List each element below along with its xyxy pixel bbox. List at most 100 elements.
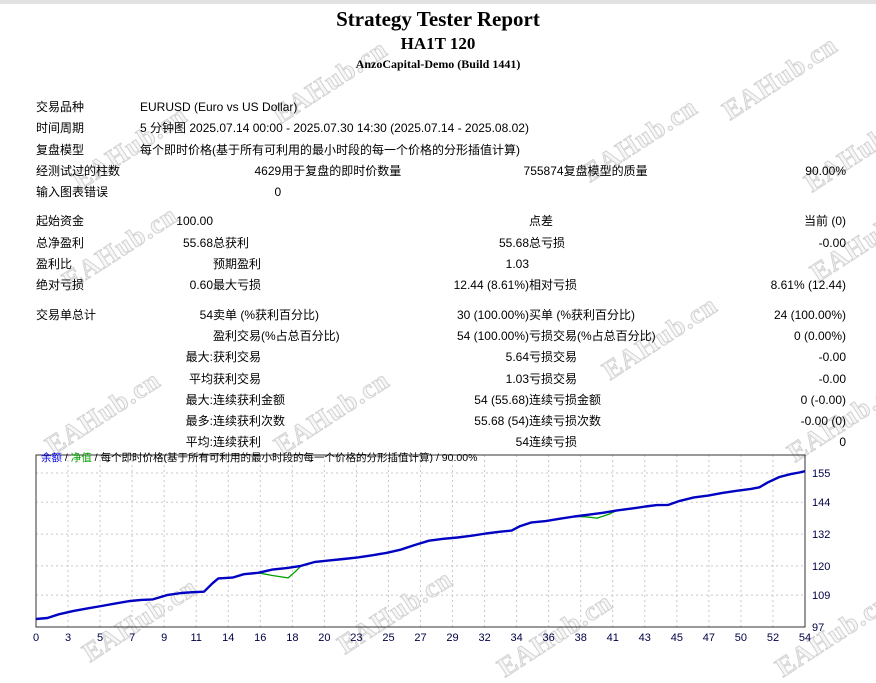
legend-separator-1: / (62, 452, 71, 464)
x-axis-tick-label: 14 (222, 632, 234, 644)
report-header: Strategy Tester Report HA1T 120 AnzoCapi… (0, 6, 876, 72)
report-cell-value: 最大: (185, 350, 213, 365)
x-axis-tick-label: 41 (607, 632, 619, 644)
report-cell-label (281, 182, 422, 203)
report-cell-label: 亏损交易 (529, 371, 578, 386)
report-cell-value: 1.03 (505, 257, 529, 272)
report-cell-label: 总获利 (213, 235, 250, 250)
x-axis-tick-label: 38 (575, 632, 587, 644)
report-cell-value: 0.60 (189, 278, 213, 293)
report-cell-value (422, 182, 563, 203)
report-cell-label: 复盘模型 (36, 142, 85, 157)
report-cell-label: 点差 (529, 214, 554, 229)
report-row: 最大: 获利交易 5.64 亏损交易 -0.00 (36, 347, 846, 368)
report-cell-value: 54 (515, 435, 529, 450)
x-axis-tick-label: 7 (129, 632, 135, 644)
report-cell-value: EURUSD (Euro vs US Dollar) (140, 100, 298, 114)
y-axis-tick-label: 155 (812, 468, 830, 480)
report-cell-value: 当前 (0) (803, 214, 846, 229)
x-axis-tick-label: 54 (799, 632, 811, 644)
report-cell-label: 交易品种 (36, 100, 85, 114)
y-axis-tick-label: 109 (812, 590, 830, 602)
report-row: 平均: 连续获利 54 连续亏损 0 (36, 432, 846, 453)
report-cell-value: 55.68 (54) (474, 414, 529, 429)
report-cell-label (529, 254, 699, 275)
report-cell-value: 最多: (185, 414, 213, 429)
report-cell-value: 54 (55.68) (474, 392, 529, 407)
window-top-edge (0, 0, 876, 4)
report-row: 起始资金 100.00 点差 当前 (0) (36, 211, 846, 232)
legend-separator-3: / (433, 452, 442, 464)
legend-quality-label: 90.00% (441, 452, 478, 464)
report-cell-label: 时间周期 (36, 121, 85, 136)
report-cell-label (36, 390, 140, 411)
report-cell-label: 亏损交易(%占总百分比) (529, 328, 656, 343)
report-cell-label: 买单 (%获利百分比) (529, 307, 635, 322)
report-cell-label: 获利交易 (213, 371, 262, 386)
y-axis-tick-label: 120 (812, 561, 830, 573)
x-axis-tick-label: 0 (33, 632, 39, 644)
report-cell-label: 获利交易 (213, 350, 262, 365)
report-section-2: 起始资金 100.00 点差 当前 (0) 总净盈利 55.68 总获利 55.68 总亏损 -0… (36, 211, 846, 296)
report-cell-label: 连续获利 (213, 435, 262, 450)
x-axis-tick-label: 11 (190, 632, 201, 644)
y-axis-tick-label: 144 (812, 497, 830, 509)
chart-border (35, 454, 806, 628)
x-axis-tick-label: 3 (65, 632, 71, 644)
report-table: 交易品种 EURUSD (Euro vs US Dollar) 时间周期 5 分钟图 … (36, 97, 848, 462)
report-cell-label (36, 326, 140, 347)
report-cell-label (213, 211, 429, 232)
x-axis-tick-label: 50 (735, 632, 747, 644)
report-row: 经测试过的柱数 4629 用于复盘的即时价数量 755874 复盘模型的质量 90.00% (36, 161, 846, 182)
report-cell-value: 100.00 (176, 214, 213, 229)
report-cell-label: 最大亏损 (213, 278, 262, 293)
report-row: 最大: 连续获利金额 54 (55.68) 连续亏损金额 0 (-0.00) (36, 390, 846, 411)
report-cell-value: 最大: (185, 392, 213, 407)
y-axis-tick-label: 97 (812, 622, 824, 634)
y-axis-tick-label: 132 (812, 529, 830, 541)
report-cell-label: 连续获利金额 (213, 392, 286, 407)
x-axis-tick-label: 45 (671, 632, 683, 644)
report-row: 复盘模型 每个即时价格(基于所有可利用的最小时段的每一个价格的分形插值计算) (36, 140, 846, 161)
report-cell-label (36, 411, 140, 432)
report-cell-label: 起始资金 (36, 214, 85, 229)
balance-chart: 0 3 5 7 9 11 14 16 18 20 23 25 27 29 32 34 36 38 41 43 45 47 5… (0, 448, 876, 652)
x-axis-tick-label: 52 (767, 632, 779, 644)
report-cell-label: 相对亏损 (529, 278, 578, 293)
report-cell-value: 平均 (188, 371, 213, 386)
x-axis-tick-label: 47 (703, 632, 715, 644)
report-cell-value: 755874 (523, 163, 564, 178)
report-cell-label (564, 182, 705, 203)
report-section-3: 交易单总计 54 卖单 (%获利百分比) 30 (100.00%) 买单 (%获利百分比… (36, 305, 846, 454)
report-cell-label: 输入图表错误 (36, 185, 109, 200)
report-row: 最多: 连续获利次数 55.68 (54) 连续亏损次数 -0.00 (0) (36, 411, 846, 432)
x-axis-tick-label: 16 (254, 632, 266, 644)
legend-separator-2: / (91, 452, 101, 464)
report-cell-label: 卖单 (%获利百分比) (213, 307, 319, 322)
report-cell-value: -0.00 (0) (800, 414, 846, 429)
report-row: 输入图表错误 0 (36, 182, 846, 203)
report-cell-value (140, 254, 213, 275)
report-cell-value: 55.68 (498, 235, 529, 250)
legend-model-label: 每个即时价格(基于所有可利用的最小时段的每一个价格的分形插值计算) (100, 452, 434, 464)
report-cell-label: 总净盈利 (36, 235, 85, 250)
report-cell-value: 0 (274, 185, 282, 200)
x-axis-tick-label: 43 (639, 632, 651, 644)
x-axis-tick-label: 5 (97, 632, 103, 644)
report-cell-value: 每个即时价格(基于所有可利用的最小时段的每一个价格的分形插值计算) (140, 142, 520, 157)
report-cell-label: 总亏损 (529, 235, 566, 250)
report-cell-label: 交易单总计 (36, 307, 97, 322)
report-cell-value: 0 (-0.00) (800, 392, 846, 407)
report-cell-value: 5.64 (505, 350, 529, 365)
x-axis-tick-label: 9 (161, 632, 167, 644)
x-axis-tick-label: 29 (446, 632, 458, 644)
report-cell-value: 30 (100.00%) (456, 307, 529, 322)
report-cell-label: 盈利比 (36, 257, 73, 272)
x-axis-tick-label: 20 (318, 632, 330, 644)
report-cell-label: 亏损交易 (529, 350, 578, 365)
x-axis-tick-label: 36 (543, 632, 555, 644)
report-row: 时间周期 5 分钟图 2025.07.14 00:00 - 2025.07.30 … (36, 118, 846, 139)
legend-equity-label: 净值 (70, 452, 92, 464)
report-cell-value: 90.00% (805, 163, 846, 178)
report-cell-value: 平均: (185, 435, 213, 450)
